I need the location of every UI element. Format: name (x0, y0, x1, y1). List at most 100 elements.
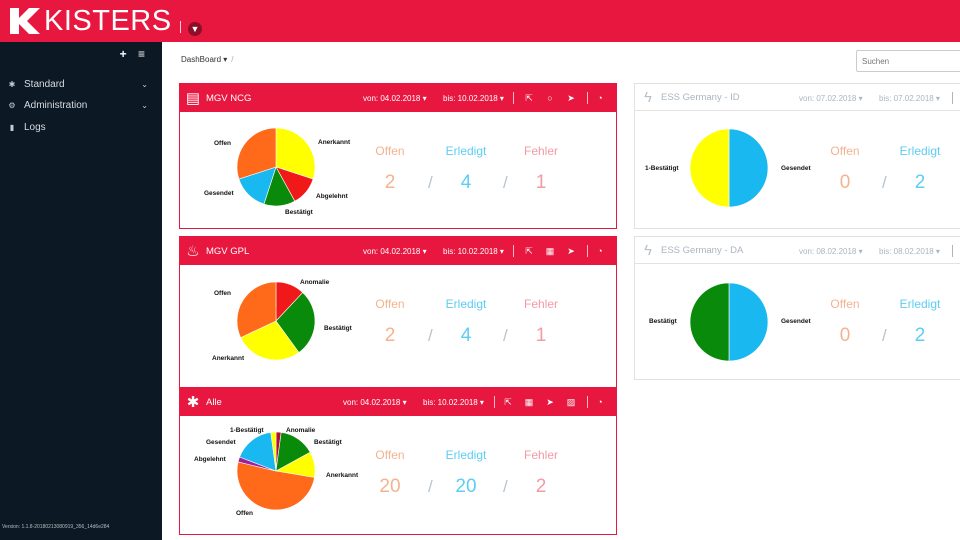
erledigt-count[interactable]: 2 (914, 172, 926, 193)
pie-chart (236, 281, 316, 361)
pie-slice-offen[interactable] (236, 461, 315, 511)
pie-label: Anerkannt (318, 139, 351, 146)
export-icon[interactable]: ⇱ (525, 246, 533, 256)
fehler-label: Fehler (523, 297, 558, 311)
export-icon[interactable]: ⇱ (525, 93, 533, 103)
pie-chart-icon[interactable]: ◔ (597, 397, 603, 407)
inbox-icon: ▤ (185, 90, 201, 107)
offen-label: Offen (830, 144, 860, 158)
panel-tools: ⇱ ▦ ➤ (524, 246, 576, 257)
offen-count[interactable]: 0 (839, 172, 851, 193)
send-icon[interactable]: ➤ (567, 93, 575, 103)
divider-slash: / (882, 326, 887, 345)
bolt-icon: ϟ (644, 88, 652, 106)
fehler-count[interactable]: 2 (535, 476, 547, 497)
calculator-icon[interactable]: ▦ (545, 246, 555, 256)
pie-label: Offen (236, 510, 253, 517)
panel-ess-germany-id: ϟ ESS Germany - ID von: 07.02.2018 ▾ bis… (634, 83, 960, 229)
date-to-dropdown[interactable]: bis: 10.02.2018 ▾ (423, 398, 484, 407)
pie-slice-gesendet[interactable] (728, 128, 769, 208)
image-icon[interactable]: ▨ (566, 397, 576, 407)
panel-title: MGV NCG (206, 92, 252, 104)
kisters-k-icon (10, 8, 40, 34)
pie-slice-anerkannt[interactable] (275, 127, 316, 180)
fehler-count[interactable]: 1 (535, 325, 547, 346)
chevron-down-icon[interactable]: ▼ (188, 22, 202, 36)
panel-tools: ⇱ ○ ➤ (524, 93, 576, 104)
panel-tools: ⇱ ▦ ➤ ▨ (503, 397, 576, 408)
pie-chart-icon[interactable]: ◔ (597, 93, 603, 103)
sidebar-item-standard[interactable]: ✱ Standard ⌄ (0, 73, 162, 95)
pie-label: Gesendet (204, 190, 234, 197)
erledigt-count[interactable]: 4 (460, 172, 472, 193)
pie-label: Anomalie (286, 427, 316, 434)
pie-slice-anerkannt[interactable] (240, 320, 300, 361)
pie-slice-gesendet[interactable] (728, 282, 769, 362)
erledigt-count[interactable]: 20 (455, 476, 477, 497)
panel-tools-2: ◔ (595, 397, 605, 407)
header-divider (513, 92, 514, 104)
pie-slice-best-tigt[interactable] (689, 282, 730, 362)
sidebar-item-administration[interactable]: ⚙ Administration ⌄ (0, 94, 162, 116)
pie-label: Bestätigt (649, 318, 677, 325)
pie-slice-best-tigt[interactable] (275, 292, 316, 353)
offen-count[interactable]: 0 (839, 325, 851, 346)
fehler-label: Fehler (523, 144, 558, 158)
breadcrumb[interactable]: DashBoard ▾ / (181, 55, 234, 64)
sidebar-item-logs[interactable]: ▮ Logs (0, 116, 162, 138)
header-divider (952, 92, 953, 104)
date-to-dropdown[interactable]: bis: 07.02.2018 ▾ (879, 94, 940, 103)
kisters-logo[interactable]: KISTERS (10, 5, 172, 37)
send-icon[interactable]: ➤ (567, 246, 575, 256)
fire-icon: ♨ (186, 243, 200, 260)
sidebar-item-label: Logs (24, 121, 46, 133)
date-from-dropdown[interactable]: von: 04.02.2018 ▾ (363, 247, 427, 256)
date-to-dropdown[interactable]: bis: 10.02.2018 ▾ (443, 94, 504, 103)
cogs-icon: ⚙ (8, 100, 16, 110)
pie-label: Abgelehnt (316, 193, 348, 200)
divider-slash: / (503, 326, 508, 345)
panel-header: ♨ MGV GPL von: 04.02.2018 ▾ bis: 10.02.2… (180, 237, 616, 265)
erledigt-count[interactable]: 4 (460, 325, 472, 346)
calculator-icon[interactable]: ▦ (524, 397, 534, 407)
offen-count[interactable]: 2 (384, 172, 396, 193)
offen-label: Offen (375, 297, 405, 311)
pie-slice-1-best-tigt[interactable] (270, 431, 277, 472)
pie-slice-offen[interactable] (236, 281, 277, 339)
erledigt-label: Erledigt (445, 448, 487, 462)
divider-slash: / (503, 173, 508, 192)
date-from-dropdown[interactable]: von: 04.02.2018 ▾ (363, 94, 427, 103)
offen-count[interactable]: 2 (384, 325, 396, 346)
breadcrumb-dashboard[interactable]: DashBoard ▾ (181, 55, 228, 64)
pie-label: Gesendet (781, 165, 811, 172)
circle-icon[interactable]: ○ (547, 93, 553, 103)
offen-label: Offen (830, 297, 860, 311)
offen-count[interactable]: 20 (379, 476, 401, 497)
pie-chart (689, 282, 769, 362)
pie-slice-gesendet[interactable] (239, 432, 277, 472)
divider-slash: / (428, 477, 433, 496)
erledigt-count[interactable]: 2 (914, 325, 926, 346)
pie-label: 1-Bestätigt (645, 165, 679, 172)
pie-slice-1-best-tigt[interactable] (689, 128, 730, 208)
date-from-dropdown[interactable]: von: 08.02.2018 ▾ (799, 247, 863, 256)
date-to-dropdown[interactable]: bis: 10.02.2018 ▾ (443, 247, 504, 256)
pie-slice-offen[interactable] (236, 127, 277, 180)
export-icon[interactable]: ⇱ (504, 397, 512, 407)
panel-tools-2: ◔ (595, 246, 605, 256)
fehler-count[interactable]: 1 (535, 172, 547, 193)
date-to-dropdown[interactable]: bis: 08.02.2018 ▾ (879, 247, 940, 256)
pie-label: 1-Bestätigt (230, 427, 264, 434)
pie-label: Anomalie (300, 279, 330, 286)
main-content: DashBoard ▾/ ▤ MGV NCG von: 04.02.2018 ▾… (162, 42, 960, 540)
asterisk-icon: ✱ (8, 79, 16, 89)
pie-chart-icon[interactable]: ◔ (597, 246, 603, 256)
search-input[interactable] (856, 50, 960, 72)
date-from-dropdown[interactable]: von: 07.02.2018 ▾ (799, 94, 863, 103)
date-from-dropdown[interactable]: von: 04.02.2018 ▾ (343, 398, 407, 407)
pie-label: Gesendet (206, 439, 236, 446)
divider-slash: / (428, 173, 433, 192)
sidebar-tools[interactable]: + ≡ (119, 47, 149, 61)
header-divider (513, 245, 514, 257)
send-icon[interactable]: ➤ (546, 397, 554, 407)
